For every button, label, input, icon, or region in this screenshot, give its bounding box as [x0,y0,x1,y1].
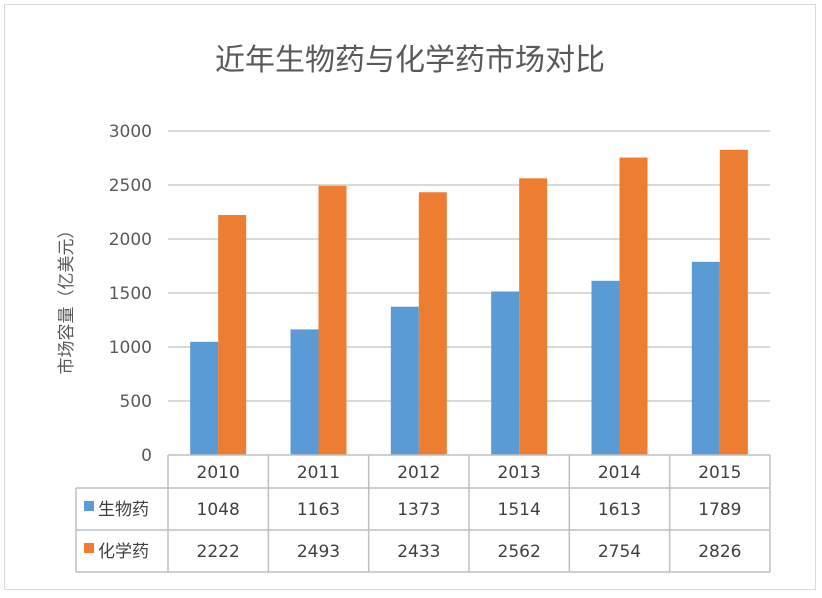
x-tick-label-2014: 2014 [598,463,641,483]
bar-2012-生物药 [390,306,419,455]
data-label-2012-生物药: 1373 [397,500,440,520]
bar-2012-化学药 [418,192,447,455]
gridlines [168,130,770,402]
data-label-2013-生物药: 1514 [498,500,541,520]
y-tick-label-0: 0 [141,446,152,466]
legend-label-生物药: 生物药 [98,500,149,520]
data-label-2010-生物药: 1048 [197,500,240,520]
y-tick-label-3000: 3000 [109,122,152,142]
x-tick-label-2010: 2010 [197,463,240,483]
data-label-2015-化学药: 2826 [698,542,741,562]
data-label-2012-化学药: 2433 [397,542,440,562]
legend-key-生物药 [84,501,94,511]
bar-2013-生物药 [491,291,520,455]
data-label-2015-生物药: 1789 [698,500,741,520]
y-tick-label-500: 500 [120,392,152,412]
y-tick-label-2000: 2000 [109,230,152,250]
y-axis-label: 市场容量（亿美元） [57,222,77,375]
data-label-2014-化学药: 2754 [598,542,641,562]
x-tick-label-2011: 2011 [297,463,340,483]
data-label-2011-化学药: 2493 [297,542,340,562]
data-label-2014-生物药: 1613 [598,500,641,520]
bar-2015-生物药 [691,261,720,455]
bar-2014-化学药 [619,157,648,455]
chart-title: 近年生物药与化学药市场对比 [215,43,605,78]
y-tick-label-1000: 1000 [109,338,152,358]
bar-2010-生物药 [190,341,219,455]
bar-2013-化学药 [519,178,548,455]
data-table: 2010 2011 2012 2013 2014 2015 生物药 1048 1163 1373 1… [75,454,771,573]
x-tick-label-2013: 2013 [498,463,541,483]
bar-2010-化学药 [218,215,247,455]
x-tick-label-2012: 2012 [397,463,440,483]
bar-2011-化学药 [318,185,347,456]
legend-label-化学药: 化学药 [98,542,149,562]
data-label-2013-化学药: 2562 [498,542,541,562]
bar-2014-生物药 [591,280,620,455]
bar-2011-生物药 [290,329,319,455]
data-label-2010-化学药: 2222 [197,542,240,562]
y-axis-ticks: 0 500 1000 1500 2000 2500 3000 [109,122,152,466]
chart-frame [4,4,816,590]
data-label-2011-生物药: 1163 [297,500,340,520]
y-tick-label-1500: 1500 [109,284,152,304]
y-tick-label-2500: 2500 [109,176,152,196]
legend-key-化学药 [84,543,94,553]
x-tick-label-2015: 2015 [698,463,741,483]
bar-2015-化学药 [719,149,748,456]
bars [190,149,748,456]
